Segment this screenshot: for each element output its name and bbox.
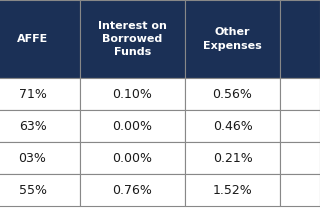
- Bar: [0, 110, 80, 142]
- Bar: [185, 174, 280, 206]
- Bar: [80, 110, 185, 142]
- Text: Interest on
Borrowed
Funds: Interest on Borrowed Funds: [98, 21, 167, 57]
- Text: 71%: 71%: [19, 88, 46, 100]
- Text: 55%: 55%: [19, 183, 46, 197]
- Bar: [80, 0, 185, 78]
- Text: 0.46%: 0.46%: [212, 120, 252, 132]
- Bar: [80, 174, 185, 206]
- Bar: [0, 0, 80, 78]
- Bar: [185, 142, 280, 174]
- Bar: [80, 142, 185, 174]
- Text: AFFE: AFFE: [17, 34, 48, 44]
- Bar: [280, 110, 320, 142]
- Bar: [80, 78, 185, 110]
- Bar: [280, 78, 320, 110]
- Text: 03%: 03%: [19, 151, 46, 165]
- Bar: [280, 0, 320, 78]
- Bar: [0, 174, 80, 206]
- Text: 0.21%: 0.21%: [212, 151, 252, 165]
- Text: 0.56%: 0.56%: [212, 88, 252, 100]
- Bar: [185, 78, 280, 110]
- Text: 0.10%: 0.10%: [113, 88, 152, 100]
- Bar: [280, 174, 320, 206]
- Bar: [0, 142, 80, 174]
- Text: 0.00%: 0.00%: [113, 151, 153, 165]
- Bar: [280, 142, 320, 174]
- Text: 0.76%: 0.76%: [113, 183, 152, 197]
- Text: 63%: 63%: [19, 120, 46, 132]
- Bar: [0, 78, 80, 110]
- Bar: [185, 0, 280, 78]
- Text: 0.00%: 0.00%: [113, 120, 153, 132]
- Text: 1.52%: 1.52%: [212, 183, 252, 197]
- Bar: [185, 110, 280, 142]
- Text: Other
Expenses: Other Expenses: [203, 27, 262, 51]
